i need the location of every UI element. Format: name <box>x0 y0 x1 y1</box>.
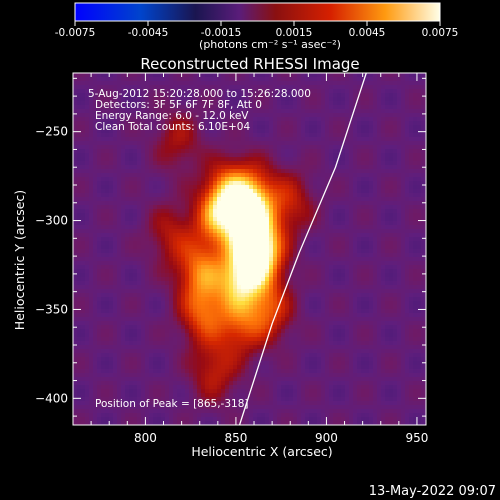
axis-ticks: 800 850 900 950 −250 −300 −350 −400 <box>35 73 428 445</box>
colorbar-tick-label: 0.0045 <box>349 27 386 39</box>
plot-frame <box>72 72 427 426</box>
colorbar: -0.0075 -0.0045 -0.0015 0.0015 0.0045 0.0075 … <box>55 2 459 51</box>
y-tick-label: −250 <box>35 125 68 139</box>
y-tick-label: −300 <box>35 214 68 228</box>
colorbar-tick-label: -0.0075 <box>55 27 96 39</box>
x-tick-label: 850 <box>224 431 247 445</box>
info-energy-range: Energy Range: 6.0 - 12.0 keV <box>95 110 249 122</box>
solar-limb-line <box>238 73 367 425</box>
colorbar-tick-label: 0.0015 <box>276 27 313 39</box>
colorbar-strip <box>74 2 441 22</box>
y-tick-label: −350 <box>35 302 68 316</box>
x-tick-label: 900 <box>315 431 338 445</box>
info-detectors: Detectors: 3F 5F 6F 7F 8F, Att 0 <box>95 99 262 111</box>
chart-title: Reconstructed RHESSI Image <box>140 55 359 73</box>
info-clean-counts: Clean Total counts: 6.10E+04 <box>95 121 250 133</box>
x-tick-label: 800 <box>134 431 157 445</box>
x-tick-label: 950 <box>405 431 428 445</box>
x-axis-label: Heliocentric X (arcsec) <box>191 444 332 459</box>
y-axis-label: Heliocentric Y (arcsec) <box>12 190 27 330</box>
info-time-range: 5-Aug-2012 15:20:28.000 to 15:26:28.000 <box>88 88 311 100</box>
colorbar-ticks: -0.0075 -0.0045 -0.0015 0.0015 0.0045 0.0075 <box>55 21 459 39</box>
y-tick-label: −400 <box>35 391 68 405</box>
colorbar-tick-label: 0.0075 <box>422 27 459 39</box>
colorbar-tick-label: -0.0015 <box>201 27 242 39</box>
peak-position-label: Position of Peak = [865,-318] <box>95 398 249 410</box>
colorbar-tick-label: -0.0045 <box>128 27 169 39</box>
colorbar-unit: (photons cm⁻² s⁻¹ asec⁻²) <box>199 38 341 51</box>
heatmap-image <box>73 73 426 425</box>
info-panel: 5-Aug-2012 15:20:28.000 to 15:26:28.000 … <box>88 88 311 133</box>
timestamp: 13-May-2022 09:07 <box>369 484 496 499</box>
